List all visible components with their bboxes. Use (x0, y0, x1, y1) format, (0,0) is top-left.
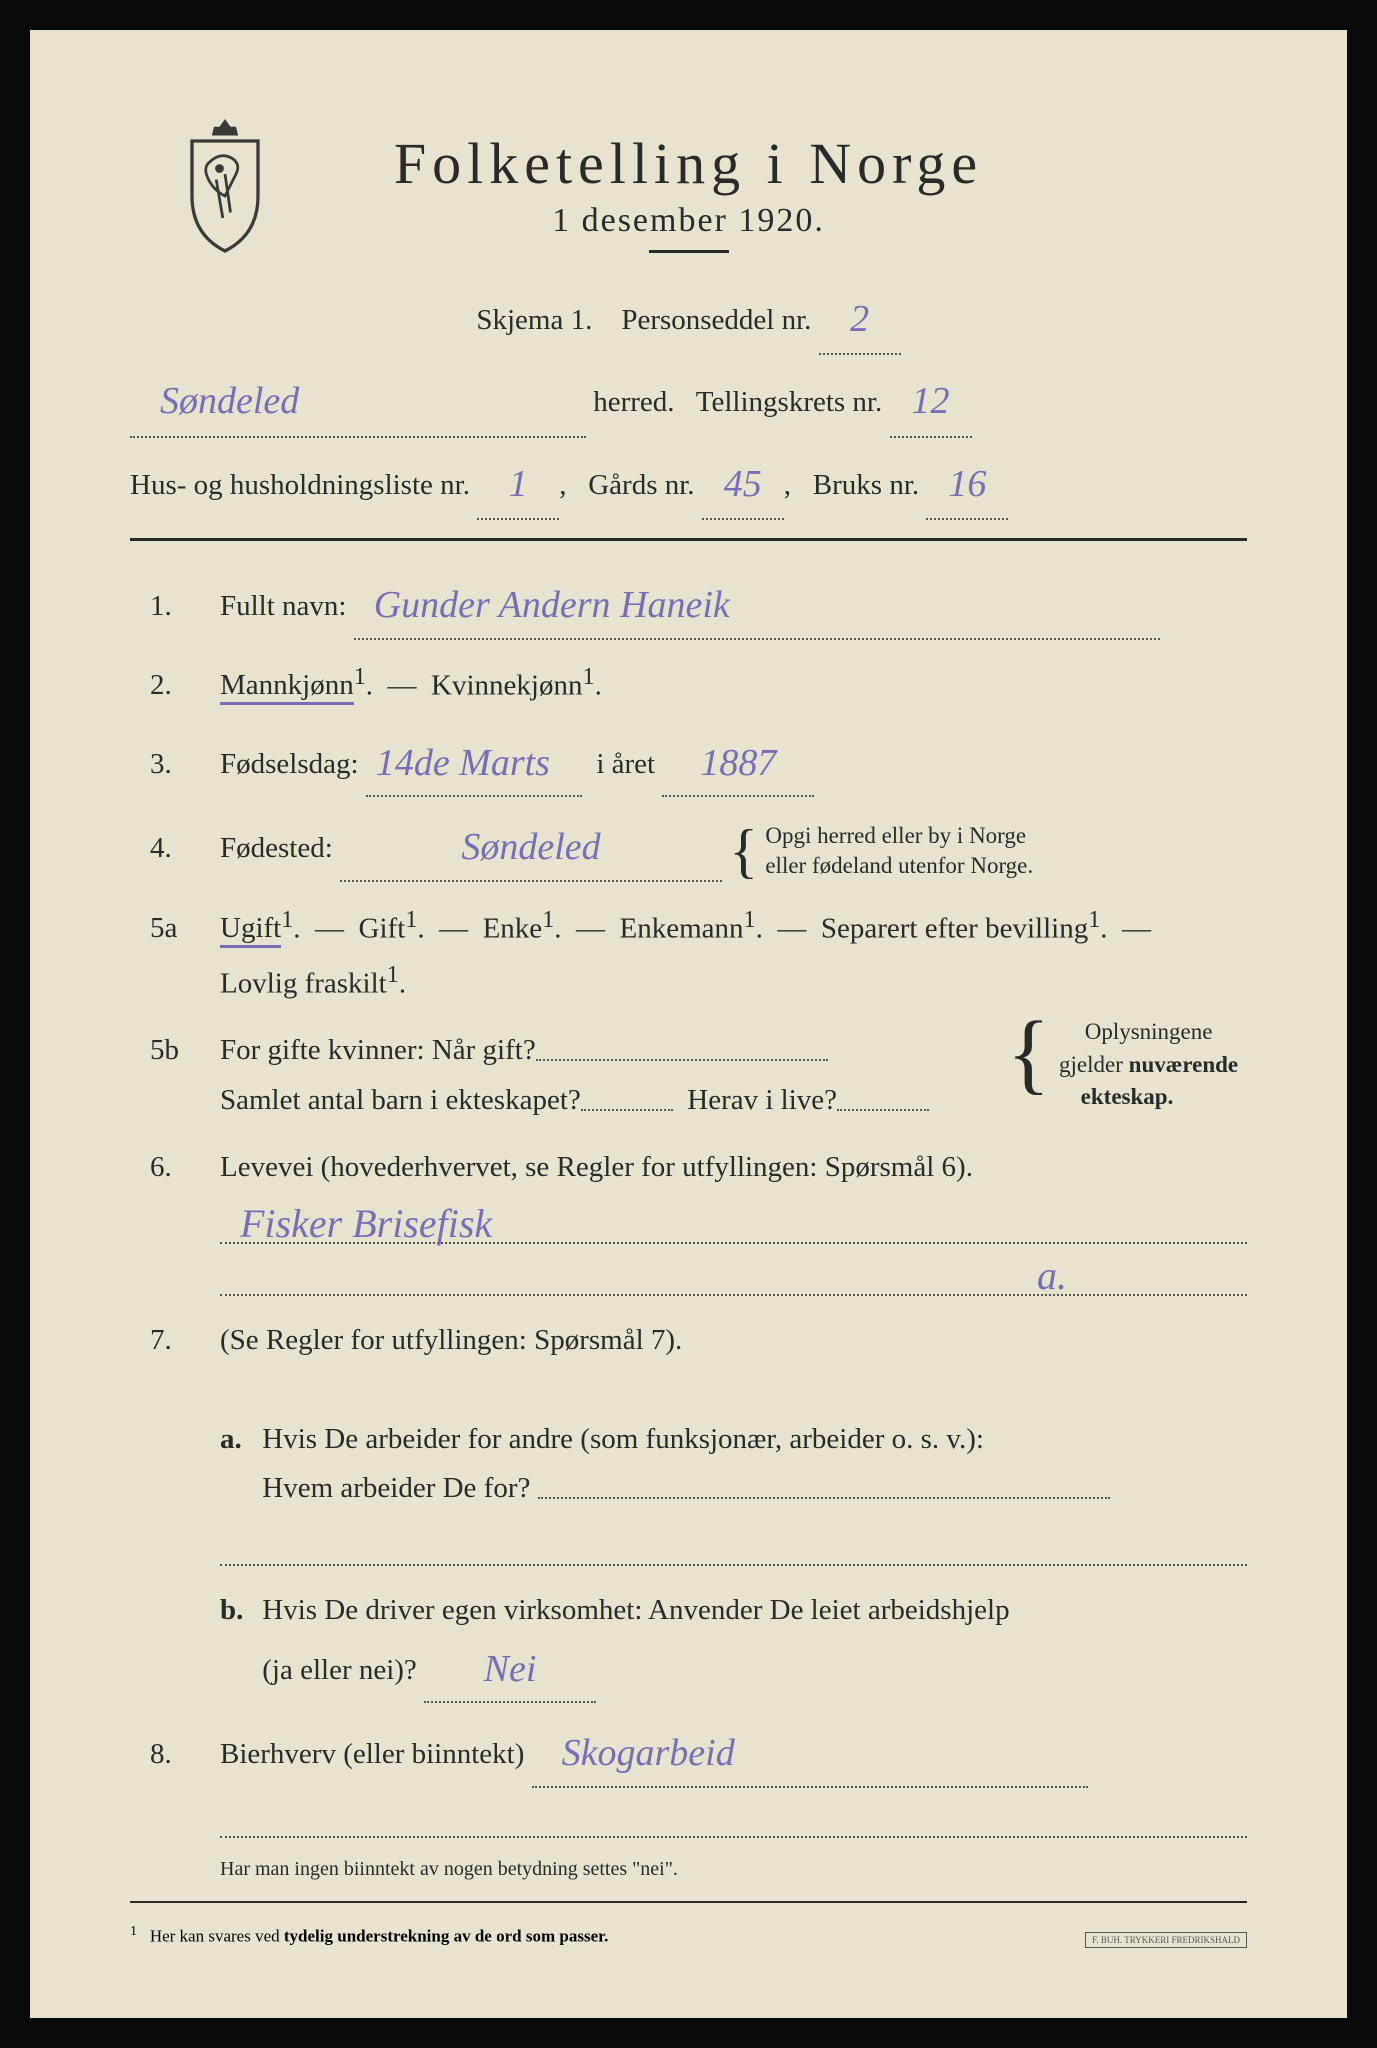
question-4: 4. Fødested: Søndeled { Opgi herred elle… (130, 813, 1247, 880)
q3-day: 14de Marts (366, 731, 582, 798)
q2-kvinne: Kvinnekjønn (431, 669, 582, 701)
q5a-enkemann: Enkemann (620, 912, 744, 944)
q4-note: Opgi herred eller by i Norge eller fødel… (765, 821, 1033, 881)
q6-line1: Fisker Brisefisk (220, 1212, 1247, 1244)
q5b-side-note: { Oplysningene gjelder nuværende ekteska… (1007, 1016, 1247, 1113)
q2-sup1: 1 (354, 663, 366, 690)
printer-mark: F. BUH. TRYKKERI FREDRIKSHALD (1085, 1932, 1247, 1948)
q2-sup2: 1 (582, 663, 594, 690)
q5b-note1: Oplysningene (1085, 1019, 1213, 1044)
q7a-value (538, 1497, 1110, 1499)
herred-label: herred. (593, 386, 674, 418)
form-header: Folketelling i Norge 1 desember 1920. (130, 130, 1247, 253)
q1-label: Fullt navn: (220, 590, 346, 622)
q5a-gift: Gift (359, 912, 406, 944)
header-divider (649, 250, 729, 253)
husliste-label: Hus- og husholdningsliste nr. (130, 469, 470, 501)
q6-value2: a. (1037, 1252, 1067, 1299)
tellingskrets-nr: 12 (890, 367, 972, 437)
bruks-label: Bruks nr. (813, 469, 919, 501)
q8-num: 8. (130, 1730, 220, 1779)
q5b-note3: ekteskap. (1081, 1084, 1174, 1109)
q4-label: Fødested: (220, 832, 333, 864)
question-7b: b. Hvis De driver egen virksomhet: Anven… (130, 1586, 1247, 1702)
question-1: 1. Fullt navn: Gunder Andern Haneik (130, 571, 1247, 638)
q4-note2: eller fødeland utenfor Norge. (765, 853, 1033, 878)
q2-num: 2. (130, 661, 220, 710)
q7a-label: a. (220, 1415, 255, 1464)
herred-line: Søndeled herred. Tellingskrets nr. 12 (130, 365, 1247, 435)
q1-num: 1. (130, 582, 220, 631)
q7-label: (Se Regler for utfyllingen: Spørsmål 7). (220, 1324, 682, 1356)
q5b-l1: For gifte kvinner: Når gift? (220, 1034, 536, 1066)
bruks-nr: 16 (926, 450, 1008, 520)
q4-value: Søndeled (340, 815, 722, 882)
main-divider (130, 538, 1247, 541)
q7a-text2: Hvem arbeider De for? (262, 1472, 530, 1504)
question-2: 2. Mannkjønn1. — Kvinnekjønn1. (130, 656, 1247, 711)
q5a-num: 5a (130, 904, 220, 953)
herred-name: Søndeled (130, 367, 586, 437)
q7b-text1: Hvis De driver egen virksomhet: Anvender… (262, 1594, 1009, 1626)
question-7: 7. (Se Regler for utfyllingen: Spørsmål … (130, 1316, 1247, 1513)
form-title: Folketelling i Norge (130, 130, 1247, 197)
q4-num: 4. (130, 824, 220, 873)
q5b-l2a: Samlet antal barn i ekteskapet? (220, 1084, 581, 1116)
q7b-text2: (ja eller nei)? (262, 1654, 417, 1686)
gards-nr: 45 (702, 450, 784, 520)
form-date: 1 desember 1920. (130, 202, 1247, 240)
q1-value: Gunder Andern Haneik (354, 573, 1160, 640)
q5a-enke: Enke (483, 912, 543, 944)
q5b-num: 5b (130, 1026, 220, 1075)
q2-mann: Mannkjønn (220, 669, 354, 705)
husliste-nr: 1 (477, 450, 559, 520)
q3-year: 1887 (662, 731, 814, 798)
q7a-line2 (220, 1534, 1247, 1566)
q4-note1: Opgi herred eller by i Norge (765, 823, 1026, 848)
q8-value: Skogarbeid (532, 1721, 1088, 1788)
footnote-1: Har man ingen biinntekt av nogen betydni… (130, 1858, 1247, 1881)
question-3: 3. Fødselsdag: 14de Marts i året 1887 (130, 729, 1247, 796)
q6-value1: Fisker Brisefisk (240, 1200, 492, 1247)
tellingskrets-label: Tellingskrets nr. (696, 386, 882, 418)
q8-line2 (220, 1806, 1247, 1838)
q5a-separert: Separert efter bevilling (821, 912, 1088, 944)
personseddel-nr: 2 (819, 285, 901, 355)
q5a-fraskilt: Lovlig fraskilt (220, 967, 387, 999)
personseddel-label: Personseddel nr. (621, 304, 811, 336)
q6-label: Levevei (hovederhvervet, se Regler for u… (220, 1151, 973, 1183)
q8-label: Bierhverv (eller biinntekt) (220, 1738, 524, 1770)
q5b-note2: gjelder nuværende (1059, 1052, 1238, 1077)
footer-divider (130, 1901, 1247, 1903)
footnote-2: 1 Her kan svares ved tydelig understrekn… (130, 1923, 1247, 1947)
husliste-line: Hus- og husholdningsliste nr. 1, Gårds n… (130, 448, 1247, 518)
skjema-line: Skjema 1. Personseddel nr. 2 (130, 283, 1247, 353)
q7-num: 7. (130, 1316, 220, 1365)
q7a-text1: Hvis De arbeider for andre (som funksjon… (262, 1423, 984, 1455)
brace-icon-2: { (1007, 1031, 1050, 1076)
question-5a: 5a Ugift1. — Gift1. — Enke1. — Enkemann1… (130, 899, 1247, 1009)
q5b-l2b: Herav i live? (687, 1084, 837, 1116)
q7b-value: Nei (424, 1637, 596, 1704)
brace-icon: { (729, 836, 758, 866)
q3-num: 3. (130, 740, 220, 789)
q3-year-label: i året (596, 748, 655, 780)
question-5b: 5b { Oplysningene gjelder nuværende ekte… (130, 1026, 1247, 1125)
question-6: 6. Levevei (hovederhvervet, se Regler fo… (130, 1143, 1247, 1192)
skjema-label: Skjema 1. (476, 304, 592, 336)
q7b-label: b. (220, 1586, 255, 1635)
census-form-page: Folketelling i Norge 1 desember 1920. Sk… (0, 0, 1377, 2048)
q6-num: 6. (130, 1143, 220, 1192)
q3-label: Fødselsdag: (220, 748, 359, 780)
question-8: 8. Bierhverv (eller biinntekt) Skogarbei… (130, 1719, 1247, 1786)
q6-line2: a. (220, 1264, 1247, 1296)
q5a-ugift: Ugift (220, 912, 281, 948)
gards-label: Gårds nr. (588, 469, 694, 501)
coat-of-arms-icon (170, 110, 280, 260)
footnote2-num: 1 (130, 1923, 137, 1939)
